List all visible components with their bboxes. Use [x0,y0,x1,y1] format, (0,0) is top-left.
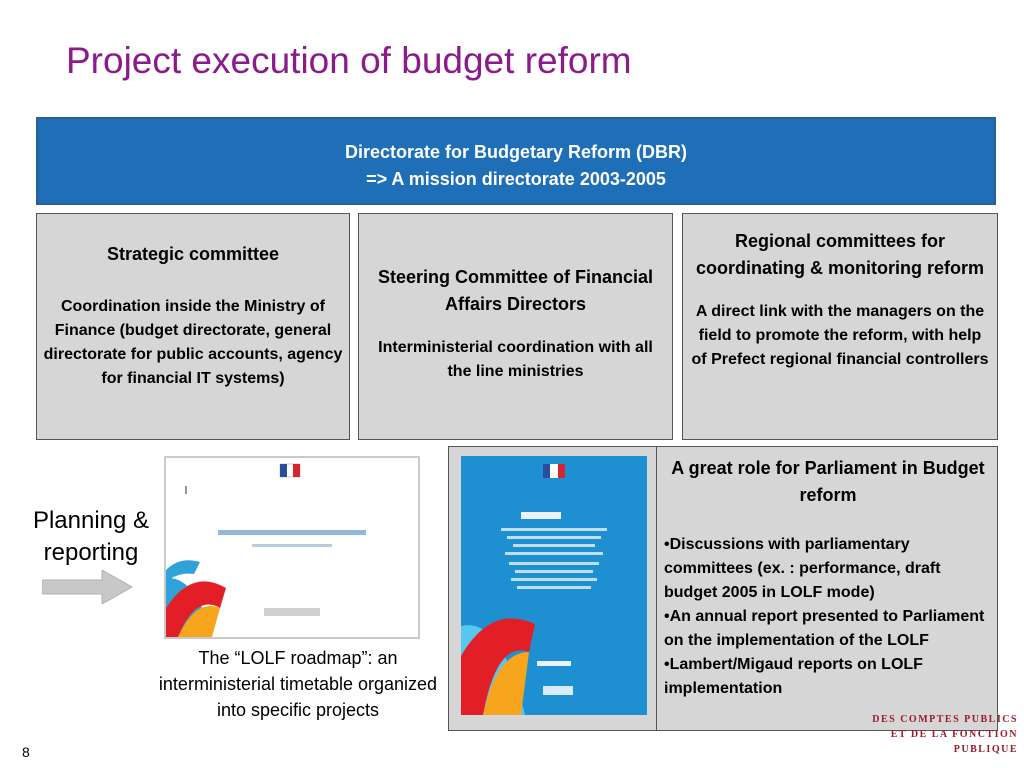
logo-line1: DES COMPTES PUBLICS [872,714,1018,725]
right-arrow-icon [42,570,132,604]
steering-committee-heading: Steering Committee of Financial Affairs … [377,267,654,314]
page-title: Project execution of budget reform [66,40,632,81]
steering-committee-body: Interministerial coordination with all t… [378,339,653,380]
lolf-roadmap-document-image [164,456,420,639]
roadmap-cover-art [166,458,418,637]
strategic-committee-body: Coordination inside the Ministry of Fina… [43,298,343,387]
page-number: 8 [22,744,30,760]
logo-line2: ET DE LA FONCTION PUBLIQUE [890,729,1018,755]
parliament-text: A great role for Parliament in Budget re… [664,455,992,701]
strategic-committee-heading: Strategic committee [106,244,280,264]
rapport-document-image [461,456,647,715]
steering-committee-box: Steering Committee of Financial Affairs … [358,213,673,440]
regional-committees-box: Regional committees for coordinating & m… [682,213,998,440]
planning-reporting-label: Planning & reporting [32,507,150,566]
parliament-heading: A great role for Parliament in Budget re… [671,458,985,505]
parliament-divider [656,446,657,731]
strategic-committee-box: Strategic committee Coordination inside … [36,213,350,440]
dbr-line2: => A mission directorate 2003-2005 [366,169,666,189]
regional-committees-heading: Regional committees for coordinating & m… [696,231,984,278]
dbr-line1: Directorate for Budgetary Reform (DBR) [344,142,688,162]
parliament-bullet: •An annual report presented to Parliamen… [664,608,985,649]
regional-committees-body: A direct link with the managers on the f… [691,303,989,368]
roadmap-caption: The “LOLF roadmap”: an interministerial … [158,648,438,720]
parliament-bullet: •Discussions with parliamentary committe… [664,536,941,601]
rapport-cover-art [461,456,647,715]
parliament-bullet: •Lambert/Migaud reports on LOLF implemen… [664,656,923,697]
ministry-logo-text: DES COMPTES PUBLICS ET DE LA FONCTION PU… [838,712,1018,757]
dbr-box: Directorate for Budgetary Reform (DBR) =… [36,117,996,205]
